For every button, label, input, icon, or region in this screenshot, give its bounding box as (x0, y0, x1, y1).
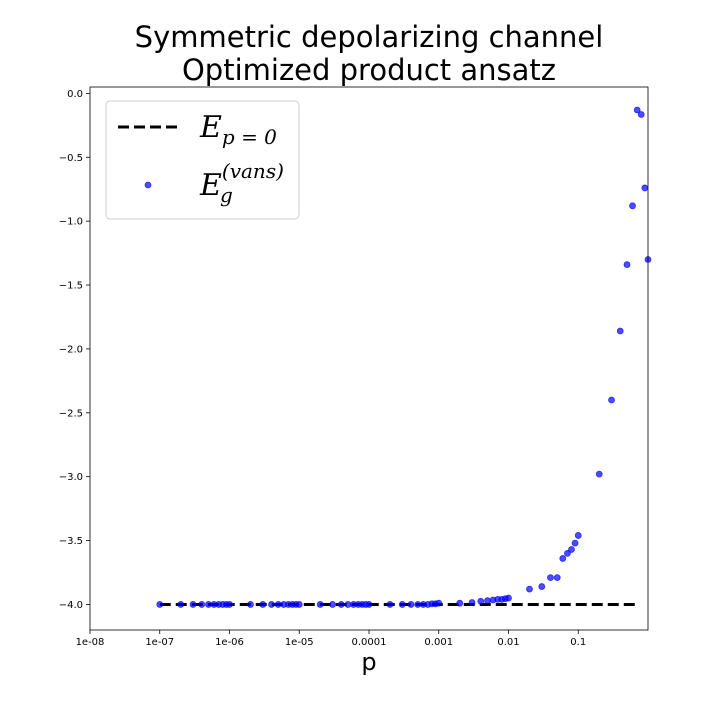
y-tick-label: −2.5 (59, 408, 83, 419)
x-axis-label: p (361, 648, 376, 676)
y-tick-label: 0.0 (67, 89, 83, 100)
scatter-point (559, 555, 567, 562)
scatter-point (365, 601, 373, 608)
scatter-point (435, 599, 443, 607)
scatter-point (641, 184, 649, 192)
scatter-point (259, 601, 267, 608)
scatter-point (574, 532, 582, 539)
scatter-point (526, 585, 533, 593)
scatter-point (456, 599, 464, 607)
scatter-point (553, 574, 561, 582)
x-tick-label: 0.01 (497, 637, 519, 648)
x-tick-label: 1e-06 (215, 637, 244, 648)
y-tick-label: −2.0 (59, 344, 83, 355)
legend-label: Ep = 0 (199, 110, 277, 149)
legend: Ep = 0 E(vans) g (105, 100, 300, 220)
scatter-point (616, 327, 624, 335)
x-tick-label: 1e-07 (145, 637, 174, 648)
scatter-point (316, 601, 324, 608)
x-tick-label: 1e-08 (76, 637, 105, 648)
legend-box (105, 100, 300, 220)
scatter-point (177, 601, 185, 608)
scatter-point (484, 597, 491, 605)
scatter-point (505, 594, 512, 602)
scatter-point (595, 470, 603, 478)
scatter-point (547, 574, 554, 582)
y-tick-label: −4.0 (59, 600, 83, 611)
scatter-point (633, 106, 641, 114)
scatter-point (623, 261, 631, 268)
axes: 1e-08 1e-07 1e-06 1e-05 0.0001 0.001 0.01 0.1 0.… (59, 86, 649, 648)
scatter-point (414, 601, 422, 608)
x-tick-label: 1e-05 (285, 637, 314, 648)
y-tick-label: −1.0 (59, 217, 83, 228)
scatter-point (329, 601, 336, 608)
scatter-point (468, 599, 476, 606)
scatter-point (538, 583, 546, 590)
legend-marker-swatch (144, 181, 152, 189)
x-tick-label: 0.001 (424, 637, 453, 648)
scatter-point (398, 601, 406, 608)
scatter-point (247, 601, 254, 608)
scatter-point (205, 601, 212, 608)
scatter-point (198, 601, 206, 608)
chart-title-line-2: Optimized product ansatz (182, 53, 556, 87)
scatter-point (386, 601, 394, 608)
scatter-point (274, 601, 282, 608)
scatter-point (564, 549, 571, 557)
scatter-point (407, 601, 415, 608)
x-tick-label: 0.0001 (352, 637, 387, 648)
scatter-point (226, 601, 233, 608)
scatter-point (156, 601, 164, 608)
y-tick-label: −0.5 (59, 153, 83, 164)
y-tick-label: −3.5 (59, 536, 83, 547)
scatter-point (477, 597, 485, 605)
x-tick-label: 0.1 (570, 637, 586, 648)
chart-title-line-1: Symmetric depolarizing channel (135, 20, 604, 54)
legend-label: E(vans) g (199, 159, 284, 207)
y-tick-label: −1.5 (59, 281, 83, 292)
scatter-point (571, 539, 579, 547)
scatter-point (337, 601, 345, 608)
y-tick-label: −3.0 (59, 472, 83, 483)
scatter-point (295, 601, 303, 608)
scatter-point (568, 546, 575, 553)
scatter-point (344, 601, 352, 608)
plot-area (156, 106, 652, 608)
scatter-point (629, 202, 636, 210)
scatter-point (189, 601, 197, 608)
scatter-point (268, 601, 275, 608)
scatter-point (608, 396, 615, 404)
scatter-point (637, 111, 645, 118)
